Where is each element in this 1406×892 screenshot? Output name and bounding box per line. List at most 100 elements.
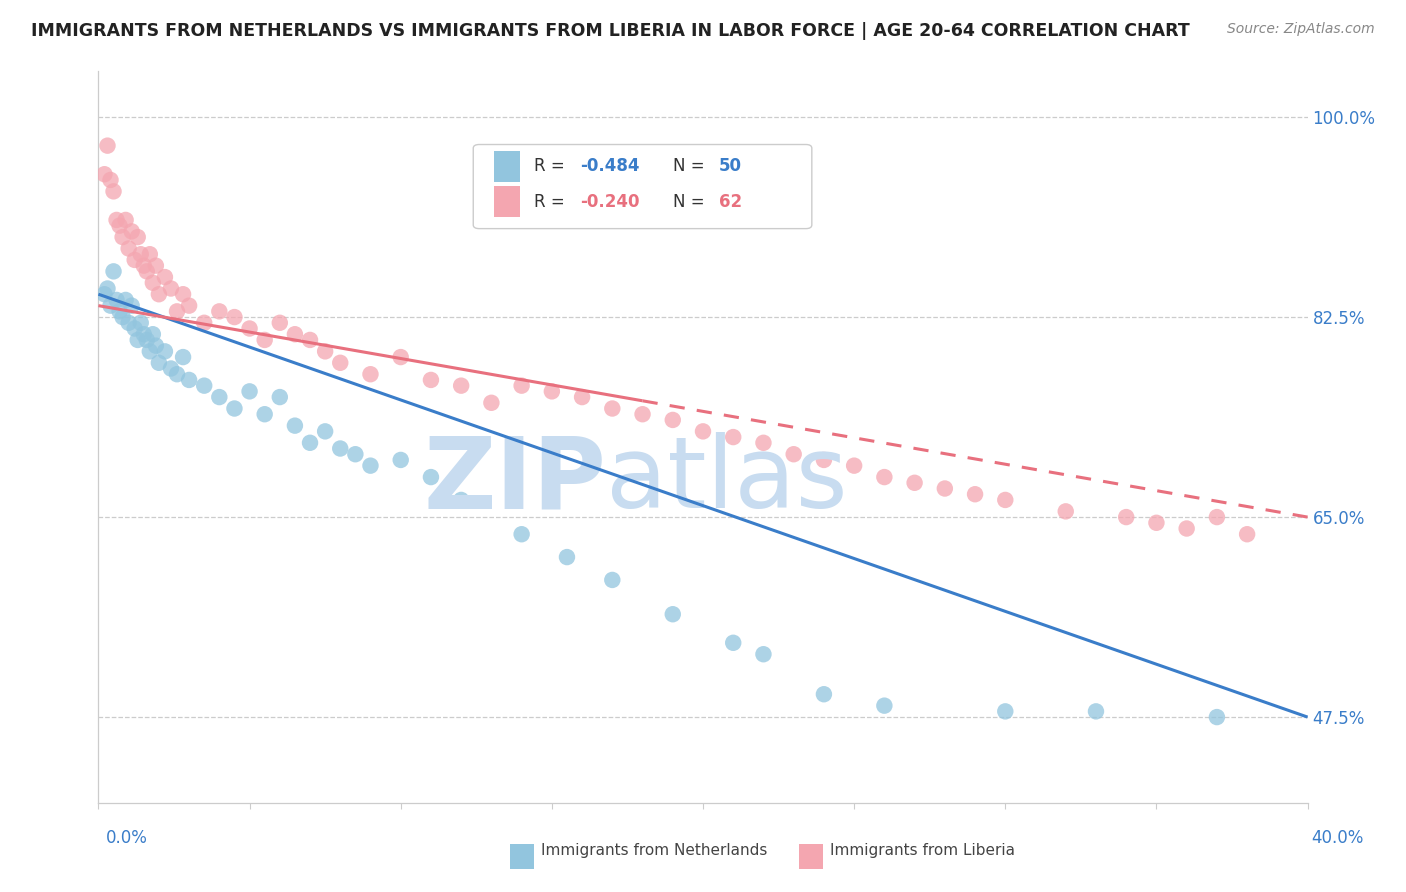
Point bbox=[1206, 510, 1229, 524]
Point bbox=[481, 396, 503, 410]
Point bbox=[153, 344, 176, 359]
Point bbox=[420, 373, 443, 387]
Bar bbox=[494, 186, 520, 217]
Text: N =: N = bbox=[672, 158, 710, 176]
Point bbox=[160, 361, 183, 376]
Point bbox=[329, 356, 352, 370]
Text: R =: R = bbox=[534, 193, 569, 211]
Point bbox=[129, 247, 152, 261]
Point bbox=[450, 378, 472, 392]
Point bbox=[100, 299, 122, 313]
Point bbox=[1115, 510, 1137, 524]
Point bbox=[752, 435, 775, 450]
Point bbox=[132, 259, 155, 273]
Point bbox=[114, 213, 136, 227]
Point bbox=[284, 418, 307, 433]
Point bbox=[994, 492, 1017, 507]
Point bbox=[873, 470, 896, 484]
Point bbox=[114, 293, 136, 307]
Point bbox=[540, 384, 562, 399]
Point bbox=[108, 219, 131, 233]
Point bbox=[105, 213, 128, 227]
Point bbox=[127, 333, 149, 347]
Point bbox=[1236, 527, 1258, 541]
Point bbox=[1085, 705, 1108, 719]
Point bbox=[329, 442, 352, 456]
Point bbox=[934, 482, 956, 496]
Point bbox=[661, 413, 683, 427]
Point bbox=[510, 378, 533, 392]
Point bbox=[389, 453, 412, 467]
Point bbox=[135, 264, 157, 278]
Point bbox=[118, 242, 141, 256]
Point bbox=[108, 304, 131, 318]
FancyBboxPatch shape bbox=[474, 145, 811, 228]
Point bbox=[121, 224, 143, 238]
Text: 50: 50 bbox=[718, 158, 742, 176]
Point bbox=[224, 401, 246, 416]
Text: 40.0%: 40.0% bbox=[1312, 829, 1364, 847]
Point bbox=[602, 573, 624, 587]
Text: 0.0%: 0.0% bbox=[105, 829, 148, 847]
Point bbox=[239, 384, 262, 399]
Point bbox=[224, 310, 246, 324]
Point bbox=[118, 316, 141, 330]
Point bbox=[153, 270, 176, 285]
Point bbox=[783, 447, 806, 461]
Point bbox=[510, 527, 533, 541]
Point bbox=[179, 299, 201, 313]
Point bbox=[111, 310, 134, 324]
Point bbox=[127, 230, 149, 244]
Text: IMMIGRANTS FROM NETHERLANDS VS IMMIGRANTS FROM LIBERIA IN LABOR FORCE | AGE 20-6: IMMIGRANTS FROM NETHERLANDS VS IMMIGRANT… bbox=[31, 22, 1189, 40]
Point bbox=[172, 287, 194, 301]
Point bbox=[193, 316, 215, 330]
Point bbox=[253, 407, 276, 421]
Point bbox=[723, 636, 745, 650]
Point bbox=[103, 185, 125, 199]
Point bbox=[208, 390, 231, 404]
Point bbox=[160, 281, 183, 295]
Point bbox=[1175, 521, 1198, 535]
Text: Source: ZipAtlas.com: Source: ZipAtlas.com bbox=[1227, 22, 1375, 37]
Point bbox=[145, 259, 167, 273]
Text: Immigrants from Liberia: Immigrants from Liberia bbox=[830, 843, 1015, 857]
Point bbox=[661, 607, 683, 622]
Point bbox=[1054, 504, 1077, 518]
Point bbox=[142, 276, 165, 290]
Point bbox=[994, 705, 1017, 719]
Point bbox=[139, 344, 162, 359]
Text: 62: 62 bbox=[718, 193, 742, 211]
Point bbox=[360, 458, 382, 473]
Point bbox=[172, 350, 194, 364]
Point bbox=[299, 435, 322, 450]
Point bbox=[193, 378, 215, 392]
Point bbox=[124, 321, 146, 335]
Point bbox=[93, 167, 115, 181]
Point bbox=[105, 293, 128, 307]
Point bbox=[314, 425, 336, 439]
Text: N =: N = bbox=[672, 193, 710, 211]
Point bbox=[166, 304, 188, 318]
Point bbox=[96, 138, 118, 153]
Point bbox=[135, 333, 157, 347]
Point bbox=[299, 333, 322, 347]
Point bbox=[631, 407, 654, 421]
Point bbox=[269, 316, 291, 330]
Point bbox=[139, 247, 162, 261]
Point bbox=[314, 344, 336, 359]
Point bbox=[571, 390, 593, 404]
Point bbox=[602, 401, 624, 416]
Text: -0.484: -0.484 bbox=[579, 158, 640, 176]
Point bbox=[179, 373, 201, 387]
Point bbox=[103, 264, 125, 278]
Point bbox=[111, 230, 134, 244]
Point bbox=[1206, 710, 1229, 724]
Point bbox=[121, 299, 143, 313]
Point bbox=[813, 453, 835, 467]
Point bbox=[844, 458, 866, 473]
Point bbox=[389, 350, 412, 364]
Point bbox=[96, 281, 118, 295]
Text: ZIP: ZIP bbox=[423, 433, 606, 530]
Point bbox=[555, 550, 578, 565]
Text: Immigrants from Netherlands: Immigrants from Netherlands bbox=[541, 843, 768, 857]
